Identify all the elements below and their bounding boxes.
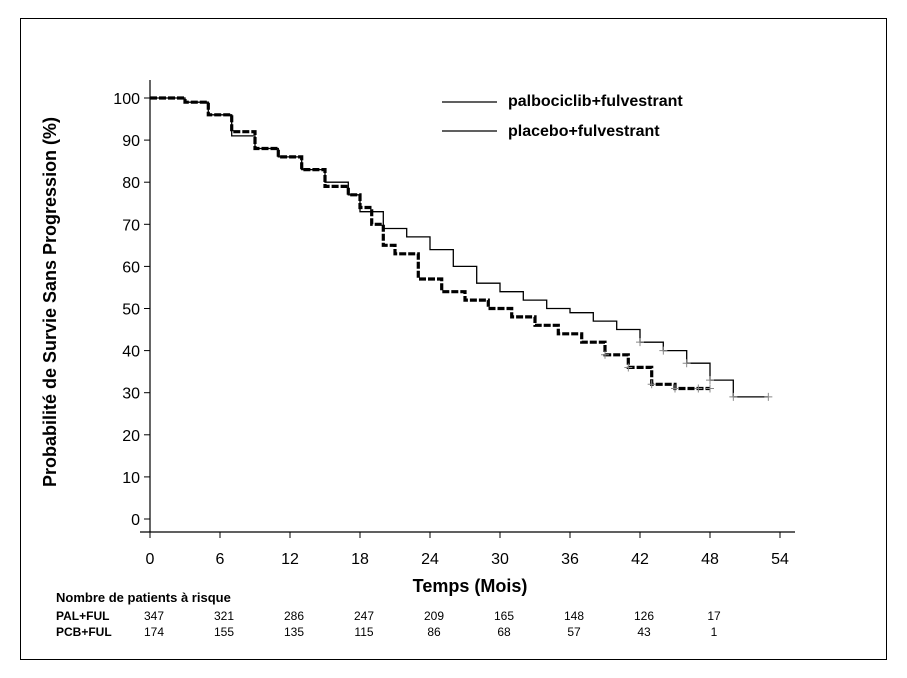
- series-line-placebo: [150, 96, 710, 391]
- x-axis-title: Temps (Mois): [413, 576, 528, 596]
- censor-mark: [706, 384, 714, 393]
- y-tick-label: 0: [131, 512, 140, 529]
- y-tick-label: 70: [122, 217, 140, 234]
- censor-mark: [601, 350, 609, 359]
- risk-row-label: PAL+FUL: [56, 609, 109, 623]
- y-tick-label: 100: [113, 91, 140, 108]
- risk-value: 148: [564, 609, 584, 623]
- y-tick-label: 90: [122, 133, 140, 150]
- risk-value: 17: [707, 609, 721, 623]
- risk-value: 115: [354, 625, 373, 639]
- censor-mark: [706, 376, 714, 385]
- y-tick-label: 60: [122, 259, 140, 276]
- risk-value: 86: [427, 625, 441, 639]
- risk-value: 209: [424, 609, 444, 623]
- censor-mark: [682, 359, 691, 368]
- y-tick-label: 80: [122, 175, 140, 192]
- risk-value: 165: [494, 609, 514, 623]
- x-tick-label: 48: [701, 551, 719, 568]
- risk-value: 155: [214, 625, 234, 639]
- censor-mark: [659, 346, 668, 355]
- figure-frame: [20, 18, 887, 660]
- risk-value: 174: [144, 625, 164, 639]
- y-tick-label: 20: [122, 428, 140, 445]
- risk-value: 321: [214, 609, 234, 623]
- x-tick-label: 24: [421, 551, 439, 568]
- risk-table-title: Nombre de patients à risque: [56, 590, 231, 605]
- risk-value: 57: [567, 625, 581, 639]
- x-tick-label: 36: [561, 551, 579, 568]
- risk-value: 135: [284, 625, 304, 639]
- y-tick-label: 40: [122, 344, 140, 361]
- x-tick-label: 42: [631, 551, 649, 568]
- censor-mark: [624, 363, 633, 372]
- y-tick-label: 10: [122, 470, 140, 487]
- legend-label-placebo: placebo+fulvestrant: [508, 123, 660, 140]
- x-tick-label: 54: [771, 551, 789, 568]
- x-tick-label: 30: [491, 551, 509, 568]
- x-tick-label: 0: [146, 551, 155, 568]
- risk-value: 347: [144, 609, 164, 623]
- legend-label-palbociclib: palbociclib+fulvestrant: [508, 93, 683, 110]
- y-tick-label: 30: [122, 386, 140, 403]
- censor-mark: [636, 338, 644, 347]
- risk-value: 126: [634, 609, 654, 623]
- censor-mark: [671, 384, 679, 393]
- x-tick-label: 18: [351, 551, 369, 568]
- censor-mark: [764, 392, 773, 401]
- risk-value: 286: [284, 609, 304, 623]
- risk-value: 1: [711, 625, 718, 639]
- series-line-palbociclib: [150, 97, 769, 398]
- legend: palbociclib+fulvestrant placebo+fulvestr…: [442, 93, 683, 140]
- censor-mark: [694, 384, 703, 393]
- censor-mark: [729, 392, 738, 401]
- risk-value: 68: [497, 625, 511, 639]
- x-tick-label: 6: [216, 551, 225, 568]
- y-tick-label: 50: [122, 302, 140, 319]
- risk-value: 43: [637, 625, 651, 639]
- y-axis-title: Probabilité de Survie Sans Progression (…: [40, 117, 60, 487]
- risk-value: 247: [354, 609, 374, 623]
- censor-mark: [647, 380, 656, 389]
- x-tick-label: 12: [281, 551, 299, 568]
- risk-row-label: PCB+FUL: [56, 625, 112, 639]
